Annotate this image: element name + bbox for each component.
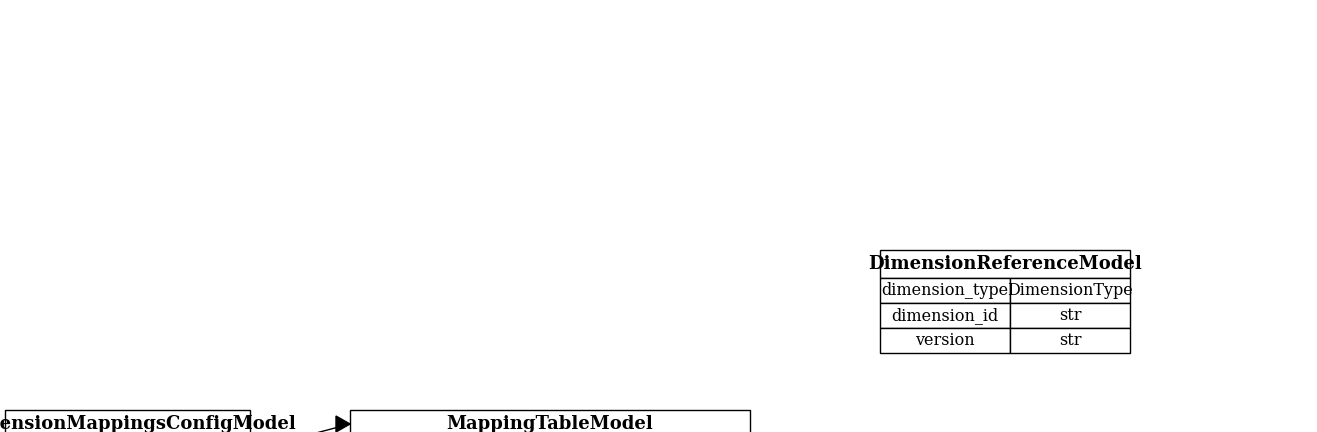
Bar xyxy=(1010,328,1130,353)
Text: dimension_type: dimension_type xyxy=(881,282,1009,299)
Bar xyxy=(5,410,250,432)
Bar xyxy=(880,250,1130,278)
Bar xyxy=(350,410,749,432)
Bar xyxy=(880,278,1010,303)
Text: str: str xyxy=(1059,307,1081,324)
Text: dimension_id: dimension_id xyxy=(892,307,998,324)
Polygon shape xyxy=(336,416,350,432)
Text: DimensionMappingsConfigModel: DimensionMappingsConfigModel xyxy=(0,415,296,432)
Bar xyxy=(880,328,1010,353)
Text: DimensionType: DimensionType xyxy=(1008,282,1133,299)
Bar xyxy=(1010,303,1130,328)
Text: version: version xyxy=(915,332,975,349)
Text: MappingTableModel: MappingTableModel xyxy=(446,415,653,432)
Bar xyxy=(880,303,1010,328)
Text: str: str xyxy=(1059,332,1081,349)
Bar xyxy=(1010,278,1130,303)
Text: DimensionReferenceModel: DimensionReferenceModel xyxy=(868,255,1142,273)
